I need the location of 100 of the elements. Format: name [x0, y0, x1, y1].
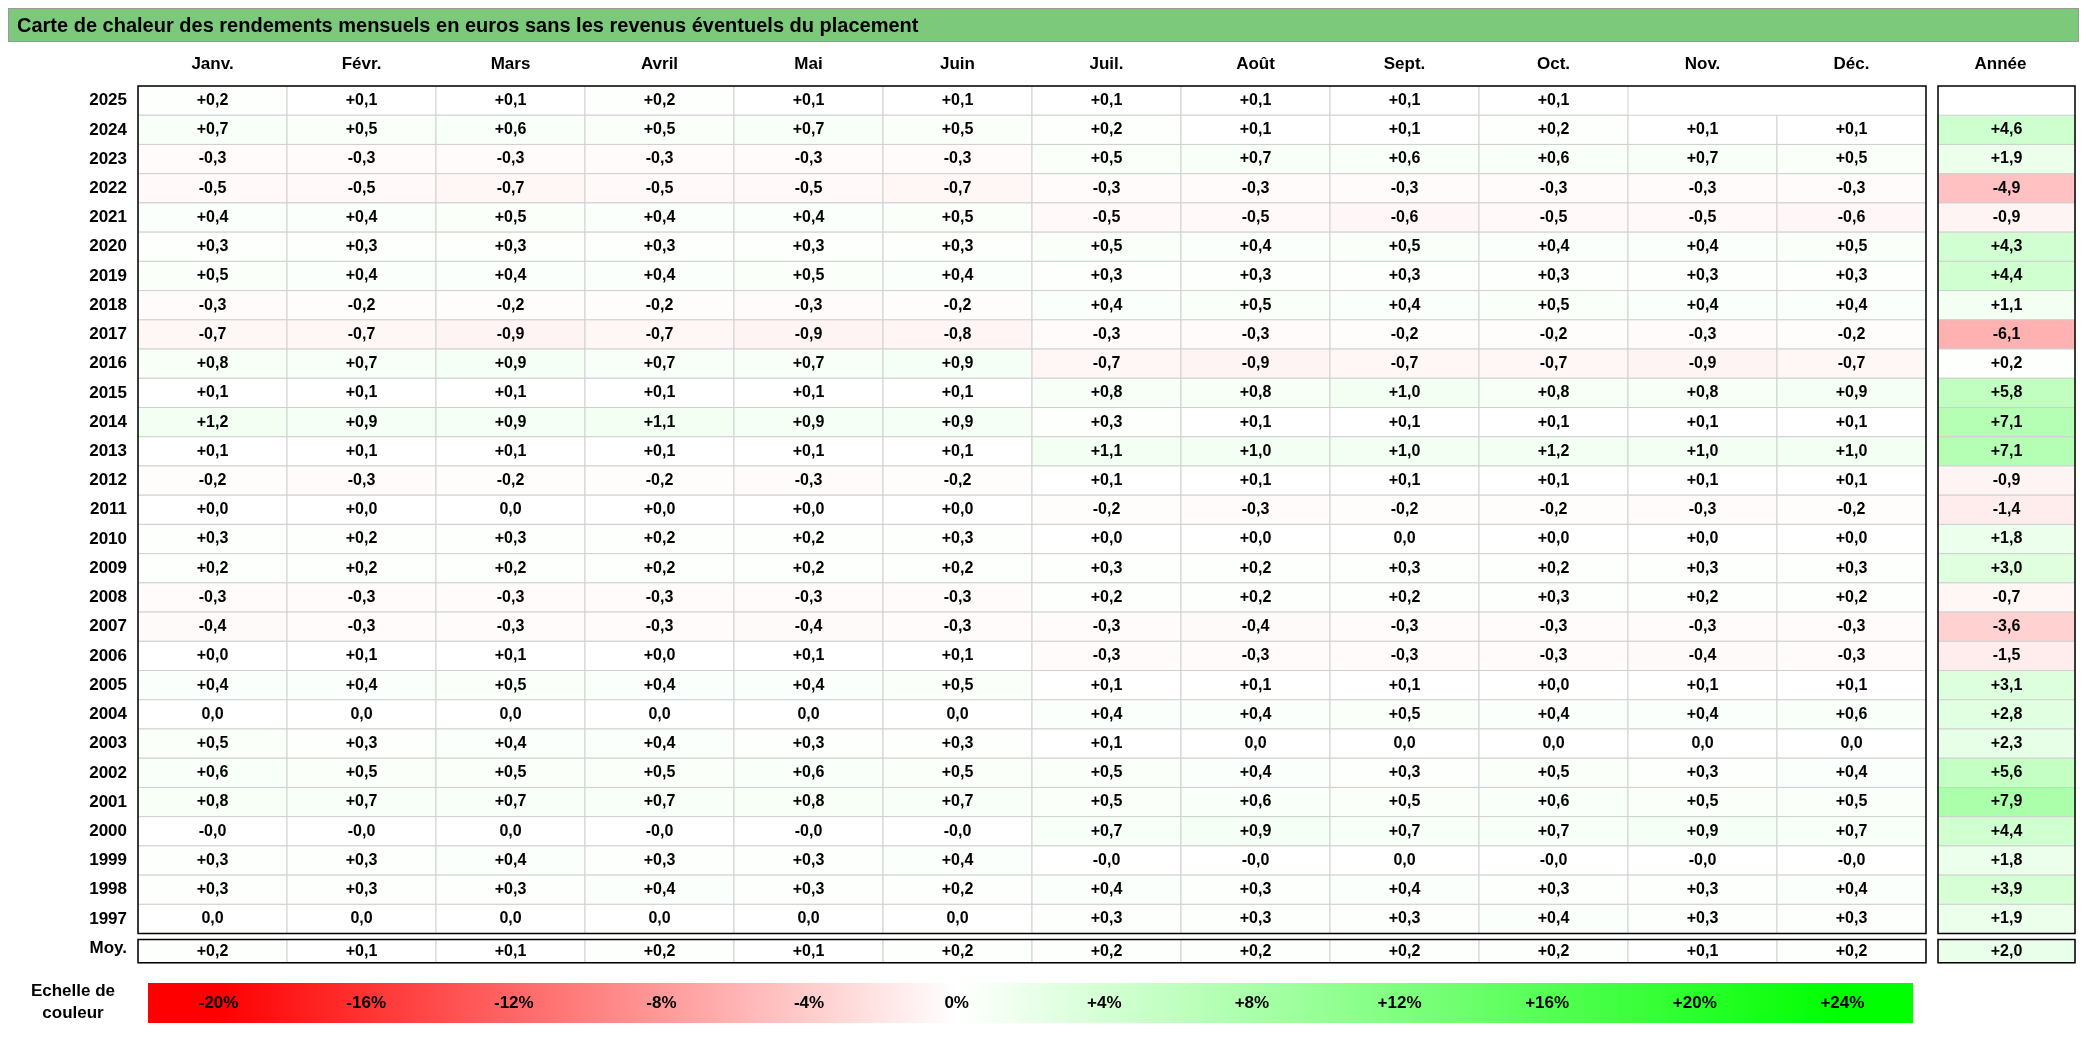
- data-label: +1,2: [196, 412, 229, 430]
- data-label: -0,4: [794, 617, 823, 635]
- data-label: +0,1: [1090, 91, 1123, 109]
- data-label: +0,4: [1239, 763, 1272, 781]
- data-label: -0,3: [347, 587, 376, 605]
- data-label: +0,3: [1090, 558, 1123, 576]
- data-label: -0,3: [794, 149, 823, 167]
- data-label: +0,4: [1835, 295, 1868, 313]
- data-label: 0,0: [797, 909, 820, 927]
- data-label: +0,7: [1537, 821, 1570, 839]
- data-label: +0,9: [941, 354, 974, 372]
- data-label: +1,2: [1537, 441, 1570, 459]
- data-label: +0,5: [1090, 792, 1123, 810]
- data-label: +1,1: [1990, 295, 2023, 313]
- data-label: +0,4: [1239, 237, 1272, 255]
- data-label: +0,2: [196, 91, 229, 109]
- data-label: +0,5: [494, 207, 527, 225]
- data-label: +0,8: [196, 354, 229, 372]
- data-label: -0,3: [645, 587, 674, 605]
- data-label: +0,3: [1537, 880, 1570, 898]
- data-label: +0,0: [643, 646, 676, 664]
- data-label: +0,5: [1835, 792, 1868, 810]
- data-label: -0,9: [794, 324, 823, 342]
- data-label: +0,0: [1686, 529, 1719, 547]
- data-label: +0,8: [1090, 383, 1123, 401]
- x-tick-label: Mars: [490, 54, 531, 74]
- x-tick-label: Nov.: [1684, 54, 1721, 74]
- data-label: +0,3: [792, 880, 825, 898]
- data-label: +0,8: [1239, 383, 1272, 401]
- data-label: -0,3: [1837, 617, 1866, 635]
- data-label: +0,5: [792, 266, 825, 284]
- data-label: +1,0: [1388, 441, 1421, 459]
- data-label: 0,0: [201, 909, 224, 927]
- data-label: +3,9: [1990, 880, 2023, 898]
- data-label: +0,2: [345, 529, 378, 547]
- x-tick-label: Déc.: [1833, 54, 1870, 74]
- data-label: -0,2: [1390, 500, 1419, 518]
- data-label: -0,7: [645, 324, 674, 342]
- data-label: -0,9: [496, 324, 525, 342]
- data-label: +0,3: [643, 237, 676, 255]
- data-label: -0,5: [794, 178, 823, 196]
- data-label: +0,2: [1239, 558, 1272, 576]
- data-label: -0,3: [943, 587, 972, 605]
- y-tick-label: 2024: [89, 119, 128, 139]
- data-label: 0,0: [946, 704, 969, 722]
- data-label: +0,2: [941, 558, 974, 576]
- color-bar-label: +12%: [1377, 992, 1422, 1014]
- data-label: 0,0: [350, 704, 373, 722]
- y-tick-label: 2001: [89, 791, 127, 811]
- data-label: +0,3: [1686, 909, 1719, 927]
- data-label: -0,5: [347, 178, 376, 196]
- data-label: +1,1: [1090, 441, 1123, 459]
- data-label: -0,7: [1992, 587, 2021, 605]
- data-label: +0,4: [1388, 880, 1421, 898]
- data-label: -0,4: [198, 617, 227, 635]
- data-label: +0,9: [1239, 821, 1272, 839]
- data-label: -0,3: [794, 470, 823, 488]
- data-label: +0,4: [1686, 237, 1719, 255]
- data-label: -0,2: [1539, 500, 1568, 518]
- data-label: +0,1: [1239, 412, 1272, 430]
- data-label: +0,0: [196, 500, 229, 518]
- data-label: +0,2: [1537, 120, 1570, 138]
- data-label: +0,6: [196, 763, 229, 781]
- data-label: +0,8: [196, 792, 229, 810]
- y-tick-label: 2021: [89, 207, 127, 227]
- data-label: -0,2: [496, 295, 525, 313]
- data-label: +0,7: [1835, 821, 1868, 839]
- data-label: -0,3: [198, 587, 227, 605]
- data-label: +0,1: [941, 646, 974, 664]
- data-label: +0,1: [792, 441, 825, 459]
- data-label: +0,4: [1686, 704, 1719, 722]
- data-label: +0,5: [1090, 763, 1123, 781]
- y-tick-label: 2002: [89, 762, 127, 782]
- data-label: -0,0: [645, 821, 674, 839]
- data-label: -0,7: [347, 324, 376, 342]
- data-label: -1,5: [1992, 646, 2021, 664]
- data-label: -6,1: [1992, 324, 2021, 342]
- data-label: +0,0: [345, 500, 378, 518]
- data-label: -0,3: [1837, 178, 1866, 196]
- data-label: +0,5: [1537, 763, 1570, 781]
- data-label: +3,0: [1990, 558, 2023, 576]
- data-label: +4,3: [1990, 237, 2023, 255]
- x-tick-label: Janv.: [191, 54, 234, 74]
- data-label: +0,2: [643, 941, 676, 959]
- data-label: +0,3: [1686, 763, 1719, 781]
- data-label: +0,3: [196, 237, 229, 255]
- data-label: -0,9: [1992, 470, 2021, 488]
- data-label: +0,7: [1239, 149, 1272, 167]
- data-label: +0,1: [1239, 470, 1272, 488]
- data-label: +0,4: [792, 207, 825, 225]
- data-label: -0,9: [1992, 207, 2021, 225]
- data-label: 0,0: [1393, 850, 1416, 868]
- color-bar-label: -8%: [646, 992, 677, 1014]
- data-label: +0,2: [1835, 941, 1868, 959]
- data-label: +0,1: [643, 383, 676, 401]
- data-label: +0,3: [196, 880, 229, 898]
- data-label: -0,3: [1241, 646, 1270, 664]
- data-label: -0,0: [347, 821, 376, 839]
- data-label: +1,8: [1990, 529, 2023, 547]
- data-label: +0,5: [196, 734, 229, 752]
